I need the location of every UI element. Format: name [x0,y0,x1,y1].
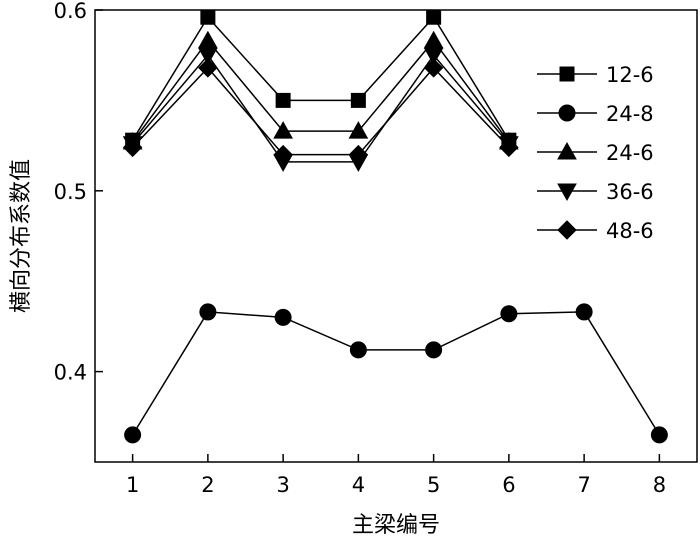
series-layer [122,9,668,444]
data-point-triangle-up [423,30,444,49]
x-axis: 1 2 3 4 5 6 7 8 [126,454,666,497]
data-point-square [559,66,575,82]
legend-item: 48-6 [537,219,654,243]
y-tick-label: 0.6 [54,0,87,23]
legend-item: 36-6 [537,180,654,204]
data-point-square [200,9,216,25]
data-point-diamond [499,137,519,158]
data-point-square [350,92,366,108]
series-line [132,39,510,143]
y-tick-label: 0.4 [54,361,87,385]
legend-label: 24-6 [606,141,654,165]
legend-label: 12-6 [606,63,654,87]
data-point-diamond [273,144,293,165]
x-tick-label: 3 [276,473,289,497]
series-24-6 [122,30,519,150]
data-point-circle [558,104,576,122]
x-tick-label: 4 [352,473,365,497]
data-point-circle [575,303,593,321]
data-point-circle [425,341,443,359]
data-point-diamond [348,144,369,165]
series-48-6 [122,58,519,165]
series-line [131,311,661,436]
series-36-6 [122,47,519,172]
data-point-circle [274,308,292,326]
data-point-triangle-up [557,141,577,160]
data-point-triangle-down [557,183,577,202]
data-point-square [426,9,442,25]
data-point-circle [349,341,367,359]
series-line [131,15,510,141]
data-point-triangle-up [273,121,293,139]
legend-item: 24-8 [537,102,654,126]
legend-item: 12-6 [537,63,654,87]
data-point-diamond [122,137,143,158]
data-point-circle [650,426,668,444]
series-24-8 [124,303,668,444]
legend-label: 36-6 [606,180,654,204]
x-tick-label: 6 [502,473,515,497]
legend-label: 48-6 [606,219,654,243]
data-point-circle [124,426,142,444]
plot-frame [94,9,698,463]
x-tick-label: 8 [653,473,666,497]
data-point-circle [199,303,217,321]
data-point-triangle-down [198,47,218,66]
x-tick-label: 2 [201,473,214,497]
x-axis-label: 主梁编号 [352,513,440,538]
data-point-diamond [198,58,218,78]
series-12-6 [125,9,517,148]
data-point-triangle-down [423,47,444,66]
y-tick-label: 0.5 [54,180,87,204]
data-point-square [275,92,291,108]
data-point-circle [500,305,518,323]
series-line [132,53,510,163]
y-axis-label: 横向分布系数值 [9,159,34,313]
x-tick-label: 7 [577,473,590,497]
legend: 12-6 24-8 24-6 36-6 48-6 [537,63,654,243]
x-tick-label: 1 [126,473,139,497]
series-line [132,66,510,156]
data-point-diamond [557,220,577,240]
y-axis: 0.4 0.5 0.6 [54,0,103,385]
data-point-diamond [423,58,444,78]
x-tick-label: 5 [427,473,440,497]
data-point-triangle-up [198,30,218,49]
legend-item: 24-6 [537,141,654,165]
data-point-triangle-up [348,121,369,139]
legend-label: 24-8 [606,102,654,126]
